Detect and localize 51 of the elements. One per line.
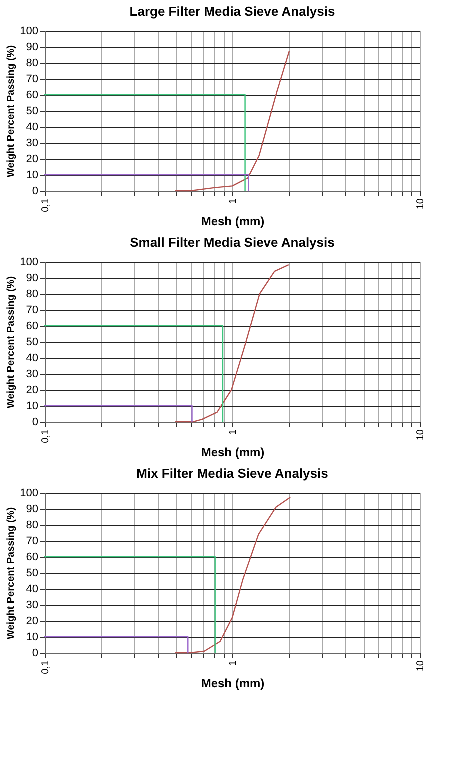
y-tick-label: 20 — [26, 616, 38, 628]
y-tick-label: 40 — [26, 122, 38, 134]
x-axis-title: Mesh (mm) — [201, 445, 265, 460]
y-tick-label: 30 — [26, 138, 38, 150]
y-tick-label: 60 — [26, 552, 38, 564]
y-tick-label: 70 — [26, 74, 38, 86]
y-tick-label: 10 — [26, 400, 38, 412]
y-tick-label: 70 — [26, 304, 38, 316]
chart-title: Mix Filter Media Sieve Analysis — [136, 466, 328, 481]
y-tick-label: 10 — [26, 632, 38, 644]
y-tick-label: 100 — [20, 256, 38, 268]
y-tick-label: 100 — [20, 488, 38, 500]
y-tick-label: 20 — [26, 154, 38, 166]
y-tick-label: 50 — [26, 336, 38, 348]
y-tick-label: 80 — [26, 58, 38, 70]
y-tick-label: 60 — [26, 90, 38, 102]
x-tick-label: 0,1 — [40, 198, 52, 212]
y-tick-label: 0 — [32, 186, 38, 198]
y-tick-label: 30 — [26, 600, 38, 612]
y-tick-label: 50 — [26, 568, 38, 580]
y-tick-label: 40 — [26, 584, 38, 596]
y-tick-label: 0 — [32, 648, 38, 660]
x-tick-label: 0,1 — [40, 660, 52, 674]
x-tick-label: 1 — [228, 660, 239, 666]
y-tick-label: 90 — [26, 504, 38, 516]
y-tick-label: 90 — [26, 272, 38, 284]
x-tick-label: 1 — [228, 429, 239, 436]
x-tick-label: 1 — [228, 198, 239, 204]
chart-title: Large Filter Media Sieve Analysis — [130, 4, 336, 19]
x-tick-label: 10 — [416, 198, 426, 210]
y-tick-label: 100 — [20, 26, 38, 38]
x-axis-title: Mesh (mm) — [201, 214, 265, 228]
chart-title: Small Filter Media Sieve Analysis — [130, 235, 335, 250]
x-tick-label: 10 — [416, 429, 426, 441]
y-axis-title: Weight Percent Passing (%) — [6, 276, 18, 409]
x-tick-label: 10 — [416, 660, 426, 672]
y-tick-label: 50 — [26, 106, 38, 118]
y-tick-label: 80 — [26, 520, 38, 532]
y-axis-title: Weight Percent Passing (%) — [6, 507, 18, 640]
y-tick-label: 70 — [26, 536, 38, 548]
y-tick-label: 40 — [26, 352, 38, 364]
y-tick-label: 80 — [26, 288, 38, 300]
y-tick-label: 90 — [26, 42, 38, 54]
y-tick-label: 30 — [26, 368, 38, 380]
y-tick-label: 0 — [32, 416, 38, 428]
x-tick-label: 0,1 — [40, 429, 52, 444]
x-axis-title: Mesh (mm) — [201, 676, 265, 690]
y-tick-label: 10 — [26, 170, 38, 182]
y-axis-title: Weight Percent Passing (%) — [6, 45, 18, 178]
y-tick-label: 60 — [26, 320, 38, 332]
y-tick-label: 20 — [26, 384, 38, 396]
